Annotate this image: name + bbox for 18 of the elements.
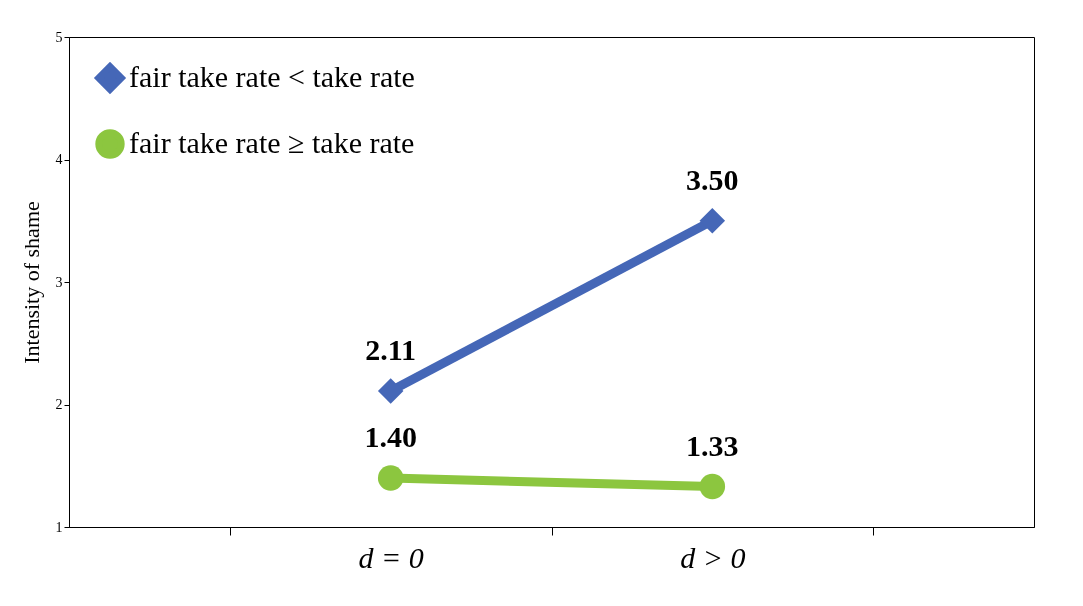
data-label: 1.33 (686, 428, 739, 462)
point (699, 473, 726, 500)
y-tick-label: 1 (55, 519, 63, 535)
y-tick-label: 5 (55, 29, 63, 45)
y-tick-label: 4 (55, 152, 63, 167)
data-label: 1.40 (364, 420, 417, 453)
y-tick-label: 2 (55, 397, 63, 412)
y-tick-label: 3 (55, 274, 63, 290)
legend-label: fair take rate ≥ take rate (129, 126, 415, 159)
x-tick-label: d = 0 (358, 540, 424, 574)
point (699, 208, 726, 234)
x-tick-label: d > 0 (680, 540, 746, 574)
data-label: 2.11 (365, 333, 417, 367)
data-label: 3.50 (686, 162, 739, 196)
point (377, 465, 404, 491)
point (377, 378, 404, 404)
y-axis-title: Intensity of shame (18, 201, 44, 364)
legend-label: fair take rate < take rate (129, 60, 415, 93)
